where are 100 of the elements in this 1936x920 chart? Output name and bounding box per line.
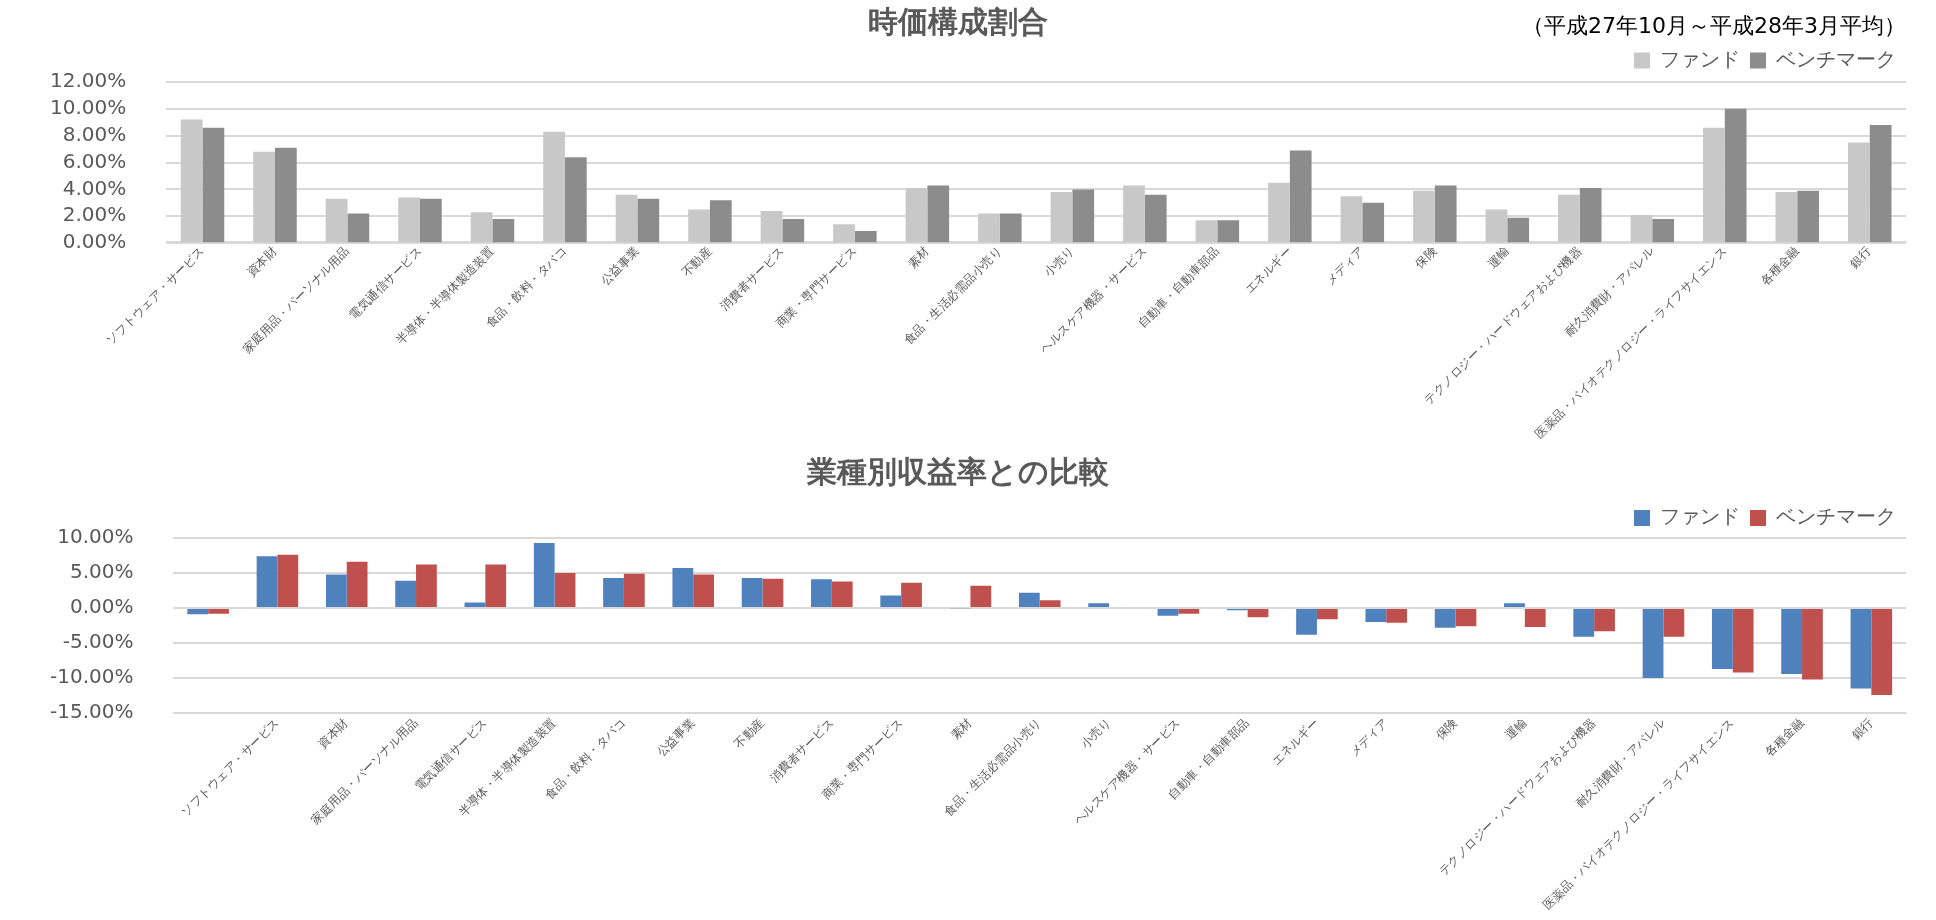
bar bbox=[672, 568, 694, 608]
x-tick-label: 小売り bbox=[1041, 244, 1077, 280]
bar bbox=[1524, 609, 1546, 627]
bar bbox=[978, 213, 1000, 243]
bar bbox=[831, 581, 853, 608]
bar bbox=[277, 554, 299, 608]
x-tick-label: 保険 bbox=[1433, 715, 1460, 743]
bar bbox=[1296, 609, 1317, 635]
bar bbox=[1050, 192, 1073, 243]
bar bbox=[1802, 609, 1823, 680]
bar bbox=[693, 574, 715, 608]
y-tick-label: -10.00% bbox=[49, 664, 134, 689]
x-tick-label: 運輸 bbox=[1484, 244, 1512, 271]
bar bbox=[1652, 218, 1675, 243]
chart-title: 業種別収益率との比較 bbox=[806, 453, 1109, 489]
bar bbox=[1579, 188, 1602, 243]
bar bbox=[880, 595, 902, 608]
y-tick-label: 6.00% bbox=[62, 148, 127, 173]
x-tick-label: 公益事業 bbox=[653, 715, 698, 760]
x-tick-label: 各種金融 bbox=[1757, 244, 1802, 288]
x-tick-label: 保険 bbox=[1412, 244, 1440, 271]
bar bbox=[1039, 600, 1061, 608]
y-tick-label: 8.00% bbox=[62, 121, 127, 146]
bar bbox=[760, 210, 783, 243]
bar bbox=[1413, 190, 1435, 243]
bar bbox=[1848, 142, 1870, 243]
x-tick-label: エネルギー bbox=[1268, 715, 1322, 768]
legend-label: ベンチマーク bbox=[1776, 504, 1896, 529]
bar bbox=[1663, 609, 1685, 637]
legend-label: ファンド bbox=[1660, 504, 1740, 529]
y-tick-label: 4.00% bbox=[62, 175, 127, 200]
bar bbox=[202, 127, 225, 243]
bar bbox=[1123, 185, 1145, 243]
y-tick-label: 2.00% bbox=[62, 202, 127, 227]
bar bbox=[1340, 196, 1363, 243]
bar bbox=[398, 197, 420, 243]
bar bbox=[1558, 194, 1580, 243]
y-tick-label: -15.00% bbox=[49, 699, 134, 724]
bar bbox=[1178, 609, 1200, 614]
x-tick-label: 銀行 bbox=[1848, 715, 1876, 743]
bar bbox=[1703, 127, 1725, 243]
bar bbox=[688, 209, 710, 243]
bar bbox=[1573, 609, 1595, 637]
bar bbox=[1365, 609, 1387, 623]
bar bbox=[1732, 609, 1754, 673]
x-tick-label: 不動産 bbox=[731, 715, 767, 752]
bar bbox=[1434, 609, 1456, 628]
bar bbox=[1711, 609, 1733, 670]
bar bbox=[1144, 194, 1167, 243]
bar bbox=[543, 131, 565, 243]
bar bbox=[180, 119, 203, 243]
bar bbox=[1195, 220, 1218, 243]
bar bbox=[741, 577, 763, 608]
x-tick-label: 各種金融 bbox=[1762, 715, 1807, 760]
bar bbox=[1507, 217, 1530, 243]
bar bbox=[274, 147, 297, 243]
x-tick-label: 銀行 bbox=[1847, 244, 1875, 271]
bar bbox=[709, 200, 732, 243]
bar bbox=[1217, 220, 1240, 243]
bar bbox=[1871, 609, 1893, 695]
bar bbox=[256, 556, 278, 608]
bar bbox=[1724, 108, 1747, 243]
bar bbox=[346, 561, 368, 608]
x-tick-label: ソフトウェア・サービス bbox=[178, 715, 282, 819]
legend-label: ベンチマーク bbox=[1776, 46, 1896, 71]
bar bbox=[554, 573, 576, 608]
bar bbox=[1088, 603, 1110, 608]
bar bbox=[1072, 189, 1095, 243]
y-tick-label: 12.00% bbox=[49, 68, 127, 93]
bar bbox=[1642, 609, 1664, 679]
bar bbox=[187, 609, 209, 615]
bar bbox=[1485, 209, 1508, 243]
y-tick-label: 10.00% bbox=[49, 95, 127, 120]
bar bbox=[1781, 609, 1803, 674]
x-tick-label: メディア bbox=[1322, 244, 1367, 288]
bar bbox=[1316, 609, 1338, 620]
y-tick-label: -5.00% bbox=[62, 629, 134, 654]
x-tick-label: 不動産 bbox=[678, 244, 715, 280]
bar bbox=[416, 564, 437, 608]
bar bbox=[854, 231, 877, 243]
bar bbox=[470, 212, 493, 243]
bar bbox=[1018, 592, 1040, 608]
bar bbox=[999, 213, 1022, 243]
bar bbox=[623, 573, 645, 608]
chart-title: 時価構成割合 bbox=[868, 3, 1048, 39]
bar bbox=[833, 224, 855, 243]
bar bbox=[485, 564, 507, 608]
bar bbox=[1157, 609, 1179, 616]
y-tick-label: 0.00% bbox=[62, 229, 127, 254]
chart-subtitle: （平成27年10月～平成28年3月平均） bbox=[1522, 12, 1906, 38]
bar bbox=[464, 602, 486, 608]
x-tick-label: 資本財 bbox=[315, 715, 352, 752]
bar bbox=[419, 198, 442, 243]
x-tick-label: エネルギー bbox=[1241, 244, 1295, 297]
bar bbox=[603, 577, 624, 608]
bar bbox=[1775, 192, 1798, 243]
bar bbox=[1850, 609, 1872, 689]
y-tick-label: 10.00% bbox=[57, 524, 134, 549]
bar bbox=[347, 213, 370, 243]
bar bbox=[1630, 214, 1653, 243]
